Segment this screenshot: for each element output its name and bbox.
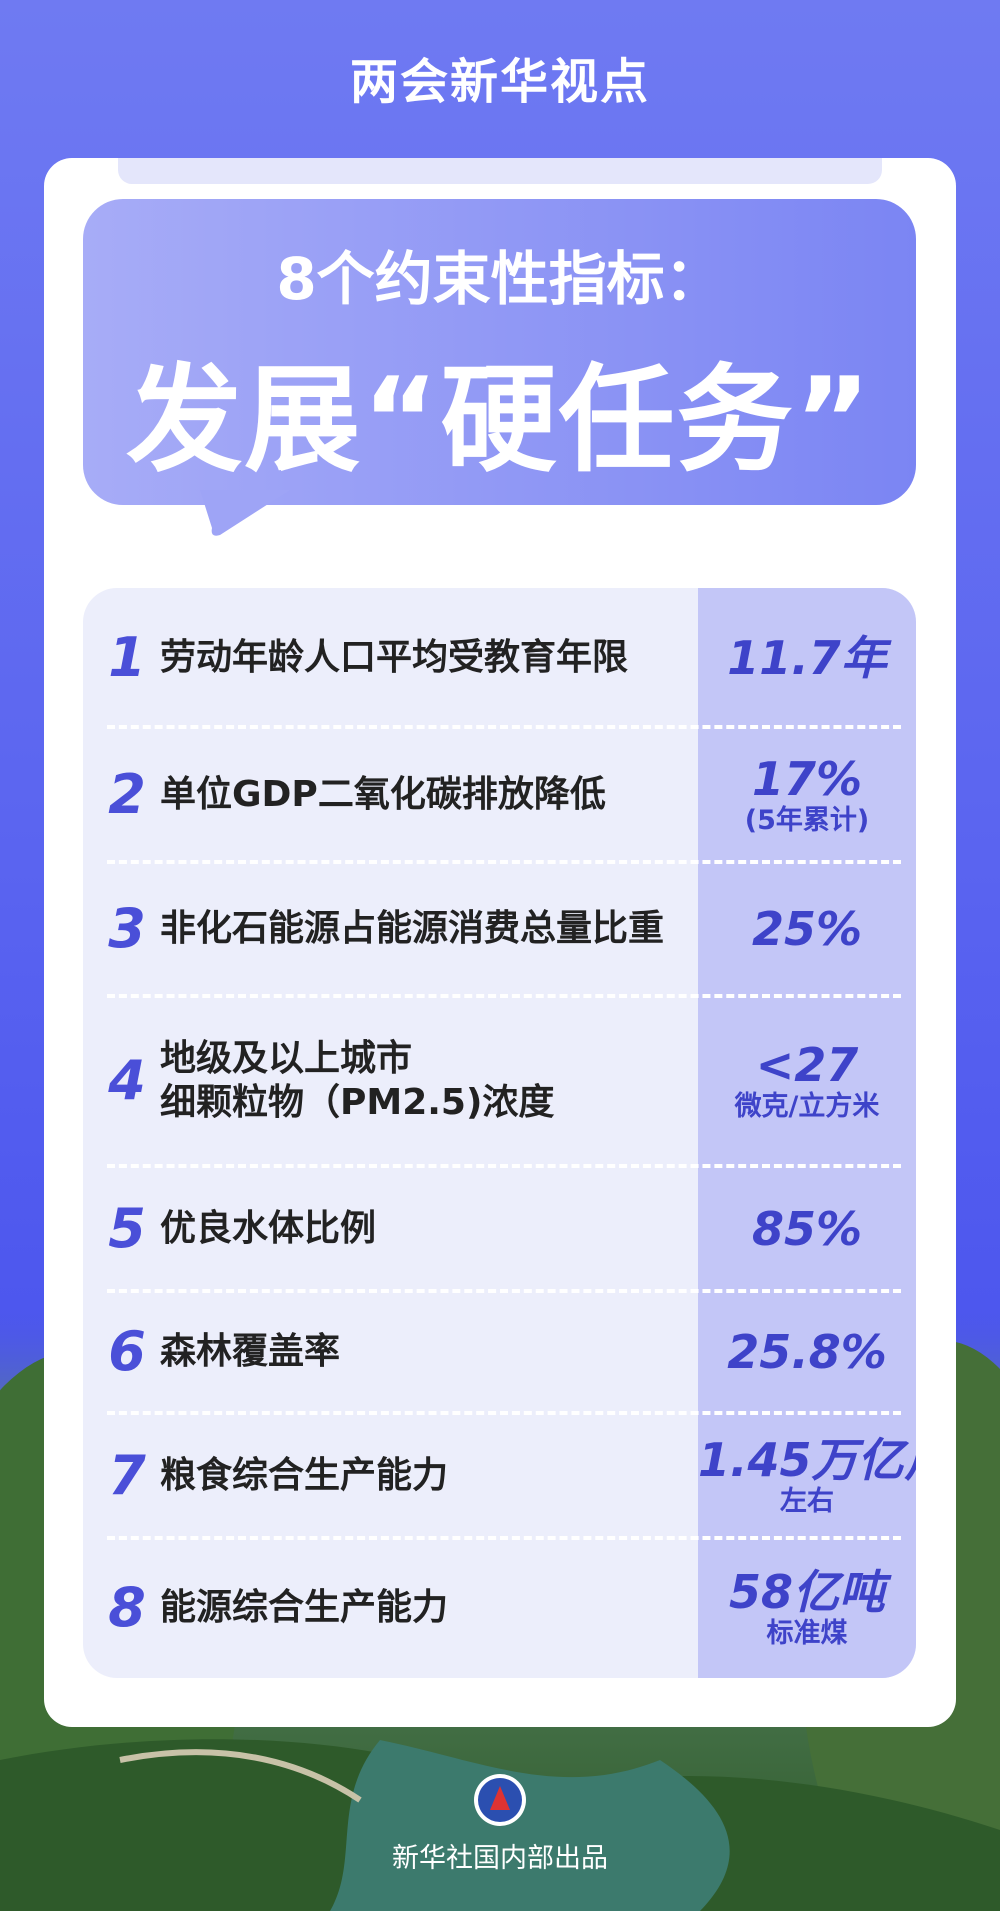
row-divider	[107, 1411, 901, 1415]
row-number: 7	[108, 1443, 146, 1507]
banner-line2: 发展“硬任务”	[126, 353, 873, 488]
row-value: 58亿吨	[728, 1565, 885, 1619]
row-value-box: 85%	[698, 1203, 916, 1255]
row-value-box: 17% (5年累计)	[698, 753, 916, 837]
table-row: 5 优良水体比例 85%	[83, 1164, 916, 1291]
row-label: 单位GDP二氧化碳排放降低	[160, 773, 606, 817]
label-line: 优良水体比例	[160, 1207, 377, 1249]
row-label: 劳动年龄人口平均受教育年限	[160, 636, 628, 680]
row-note: 左右	[780, 1485, 834, 1517]
card-tab	[118, 158, 882, 184]
row-label: 地级及以上城市 细颗粒物（PM2.5)浓度	[160, 1037, 554, 1125]
table-row: 4 地级及以上城市 细颗粒物（PM2.5)浓度 <27 微克/立方米	[83, 994, 916, 1166]
row-value-box: 1.45万亿斤左右	[698, 1434, 916, 1518]
table-row: 2 单位GDP二氧化碳排放降低 17% (5年累计)	[83, 725, 916, 862]
table-row: 3 非化石能源占能源消费总量比重 25%	[83, 860, 916, 996]
row-note: (5年累计)	[744, 804, 870, 836]
row-label: 森林覆盖率	[160, 1330, 340, 1374]
row-value-box: <27 微克/立方米	[698, 1039, 916, 1123]
row-label: 粮食综合生产能力	[160, 1454, 448, 1498]
label-line: 粮食综合生产能力	[160, 1454, 449, 1496]
row-label: 非化石能源占能源消费总量比重	[160, 907, 664, 951]
banner-line1: 8个约束性指标：	[276, 245, 723, 313]
banner-tail	[200, 490, 290, 536]
row-label: 优良水体比例	[160, 1207, 376, 1251]
row-note: 标准煤	[766, 1618, 848, 1649]
logo	[474, 1774, 526, 1826]
row-note: 微克/立方米	[734, 1091, 880, 1122]
header-title: 两会新华视点	[349, 54, 650, 110]
label-line: 地级及以上城市	[160, 1038, 413, 1079]
row-divider	[107, 994, 901, 998]
row-number: 3	[108, 897, 146, 960]
label-line: 非化石能源占能源消费总量比重	[160, 908, 665, 949]
banner	[83, 199, 916, 505]
row-number: 6	[108, 1320, 146, 1383]
row-value: 17%	[751, 751, 863, 806]
footer-credit: 新华社国内部出品	[392, 1843, 608, 1874]
row-number: 4	[108, 1049, 146, 1112]
row-value-box: 58亿吨 标准煤	[698, 1566, 916, 1650]
row-value-box: 25%	[698, 903, 916, 955]
row-number: 8	[108, 1576, 146, 1639]
row-divider	[107, 725, 901, 729]
table-row: 1 劳动年龄人口平均受教育年限 11.7年	[83, 588, 916, 727]
row-value: 11.7年	[727, 630, 887, 685]
row-value: <27	[755, 1038, 859, 1092]
table-row: 7 粮食综合生产能力 1.45万亿斤左右	[83, 1411, 916, 1538]
indicator-table: 1 劳动年龄人口平均受教育年限 11.7年 2 单位GDP二氧化碳排放降低 17% (5年累…	[83, 588, 916, 1678]
label-line: 劳动年龄人口平均受教育年限	[160, 636, 629, 678]
row-divider	[107, 860, 901, 864]
row-value: 85%	[751, 1201, 863, 1256]
row-divider	[107, 1164, 901, 1168]
row-divider	[107, 1289, 901, 1293]
row-number: 1	[108, 625, 146, 689]
row-number: 5	[108, 1196, 146, 1260]
row-value: 25%	[751, 902, 863, 956]
label-line: 细颗粒物（PM2.5)浓度	[160, 1082, 555, 1123]
row-value: 25.8%	[727, 1325, 887, 1379]
row-label: 能源综合生产能力	[160, 1586, 448, 1630]
table-row: 6 森林覆盖率 25.8%	[83, 1289, 916, 1413]
label-line: 单位GDP二氧化碳排放降低	[160, 773, 606, 815]
label-line: 森林覆盖率	[160, 1331, 341, 1372]
row-divider	[107, 1536, 901, 1540]
label-line: 能源综合生产能力	[160, 1587, 449, 1628]
table-row: 8 能源综合生产能力 58亿吨 标准煤	[83, 1536, 916, 1678]
row-value-box: 25.8%	[698, 1326, 916, 1378]
value-column	[698, 588, 916, 1678]
row-value-box: 11.7年	[698, 632, 916, 684]
row-number: 2	[108, 762, 146, 826]
row-value: 1.45万亿斤	[698, 1432, 916, 1487]
